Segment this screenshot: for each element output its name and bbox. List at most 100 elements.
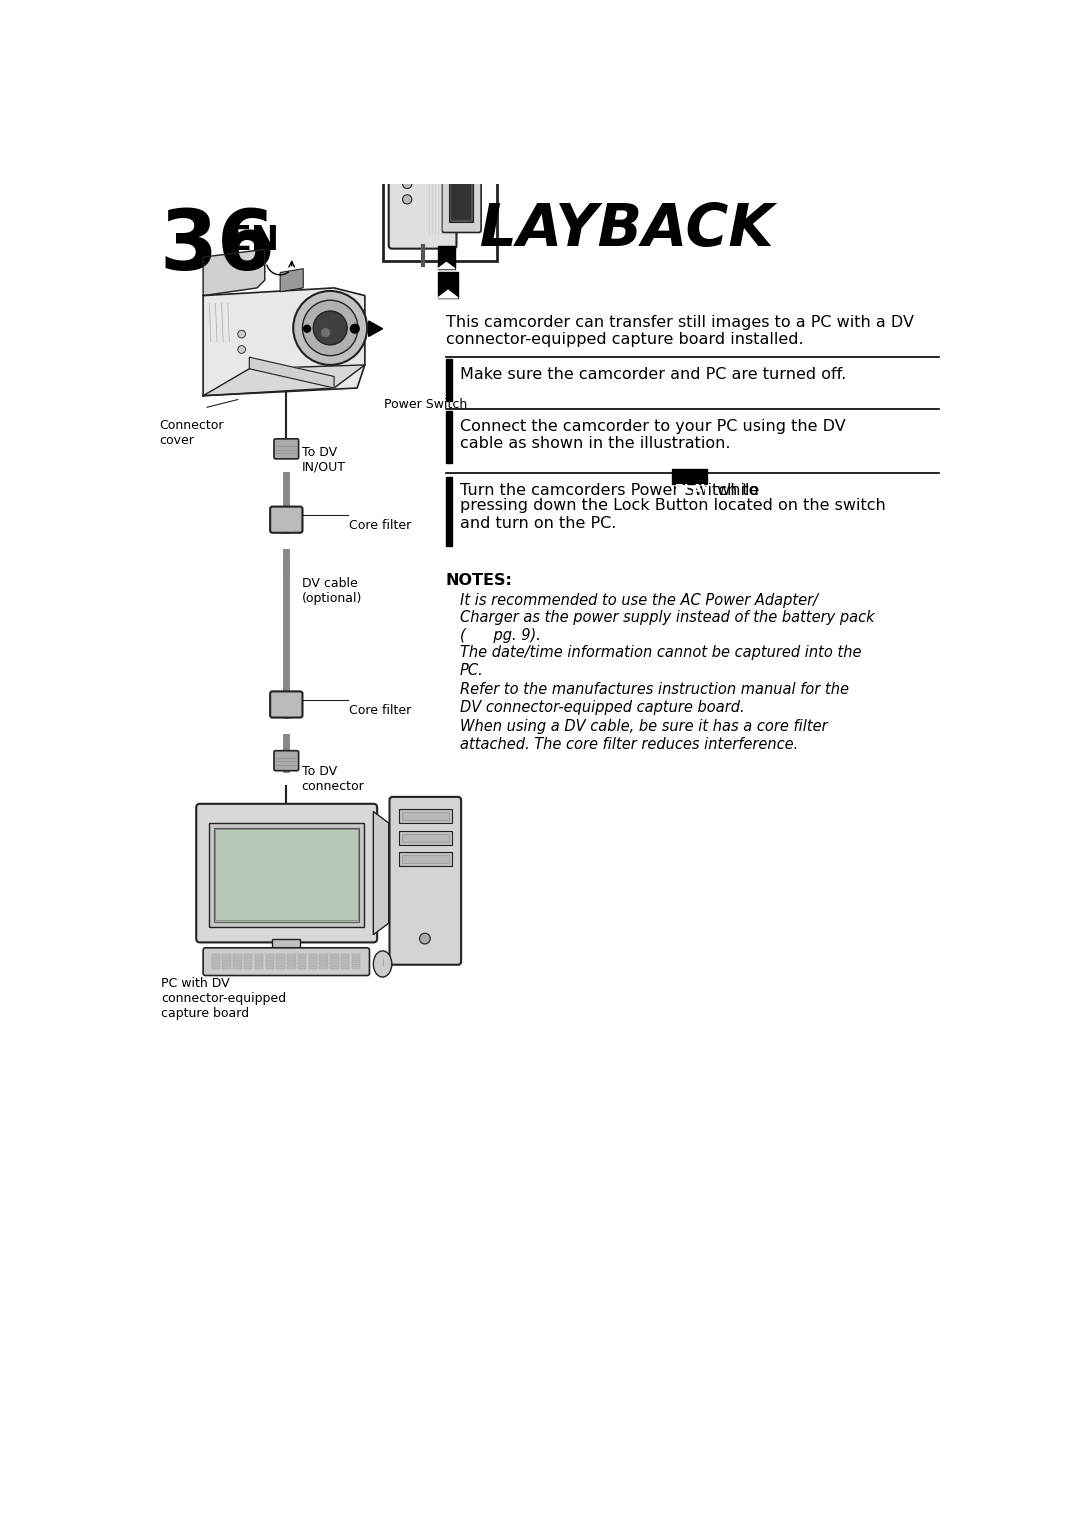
Bar [214, 828, 360, 921]
Polygon shape [249, 357, 334, 388]
FancyBboxPatch shape [274, 751, 299, 771]
Bar [320, 963, 328, 966]
Bar [298, 966, 307, 969]
Bar [287, 958, 296, 961]
Bar [330, 954, 339, 957]
Circle shape [419, 934, 430, 944]
Bar [222, 966, 231, 969]
Bar [451, 182, 471, 221]
Bar [341, 954, 350, 957]
Text: PLAYBACK: PLAYBACK [438, 201, 774, 258]
Bar [298, 954, 307, 957]
FancyBboxPatch shape [203, 947, 369, 975]
Text: It is recommended to use the AC Power Adapter/
Charger as the power supply inste: It is recommended to use the AC Power Ad… [460, 593, 874, 642]
Circle shape [325, 325, 334, 333]
Text: Connect the camcorder to your PC using the DV
cable as shown in the illustration: Connect the camcorder to your PC using t… [460, 419, 846, 451]
Bar [216, 829, 357, 920]
Text: EN: EN [229, 224, 280, 258]
Bar [244, 958, 253, 961]
Bar [233, 958, 242, 961]
Bar [399, 831, 451, 845]
Bar [276, 958, 285, 961]
FancyBboxPatch shape [442, 166, 481, 233]
Text: Core filter: Core filter [350, 704, 411, 717]
Text: Refer to the manufactures instruction manual for the
DV connector-equipped captu: Refer to the manufactures instruction ma… [460, 682, 849, 714]
Bar [672, 469, 707, 484]
Bar [402, 855, 449, 863]
Bar [222, 963, 231, 966]
Text: while: while [712, 483, 759, 498]
Bar [352, 966, 361, 969]
Text: Turn the camcorders Power Switch to: Turn the camcorders Power Switch to [460, 483, 764, 498]
Bar [222, 954, 231, 957]
Bar [255, 958, 264, 961]
Bar [212, 966, 220, 969]
Bar [320, 966, 328, 969]
Bar [446, 477, 451, 546]
FancyBboxPatch shape [270, 506, 302, 533]
Bar [287, 954, 296, 957]
FancyBboxPatch shape [270, 691, 302, 717]
Polygon shape [374, 811, 389, 935]
Bar [266, 966, 274, 969]
Bar [352, 963, 361, 966]
Polygon shape [368, 320, 382, 336]
Bar [446, 359, 451, 402]
Circle shape [294, 291, 367, 365]
Bar [341, 966, 350, 969]
Text: DV cable
(optional): DV cable (optional) [301, 576, 362, 604]
Bar [276, 963, 285, 966]
Bar [233, 963, 242, 966]
Bar [309, 963, 318, 966]
FancyBboxPatch shape [389, 143, 457, 248]
Polygon shape [203, 288, 365, 396]
FancyBboxPatch shape [402, 136, 444, 149]
Bar [400, 162, 422, 169]
Text: Connector
cover: Connector cover [159, 419, 224, 446]
Polygon shape [438, 262, 455, 268]
Bar [449, 179, 473, 222]
Circle shape [321, 328, 330, 337]
FancyBboxPatch shape [274, 438, 299, 458]
Bar [222, 958, 231, 961]
Bar [266, 954, 274, 957]
Circle shape [350, 325, 360, 333]
Text: When using a DV cable, be sure it has a core filter
attached. The core filter re: When using a DV cable, be sure it has a … [460, 719, 827, 751]
Bar [399, 852, 451, 866]
Bar [438, 245, 455, 268]
Bar [330, 966, 339, 969]
FancyBboxPatch shape [390, 797, 461, 964]
Bar [402, 812, 449, 820]
Bar [244, 963, 253, 966]
Bar [309, 966, 318, 969]
Bar [352, 954, 361, 957]
Bar [320, 954, 328, 957]
Bar [382, 115, 497, 261]
Bar [259, 950, 313, 957]
Bar [330, 958, 339, 961]
Circle shape [238, 345, 245, 354]
Bar [272, 938, 300, 952]
Text: To DV
IN/OUT: To DV IN/OUT [301, 446, 346, 474]
Text: Make sure the camcorder and PC are turned off.: Make sure the camcorder and PC are turne… [460, 368, 846, 382]
Bar [352, 958, 361, 961]
Bar [438, 271, 458, 297]
Circle shape [302, 300, 357, 356]
Polygon shape [203, 365, 365, 396]
Bar [233, 954, 242, 957]
Bar [255, 954, 264, 957]
Bar [210, 823, 364, 927]
Ellipse shape [374, 950, 392, 977]
Text: This camcorder can transfer still images to a PC with a DV
connector-equipped ca: This camcorder can transfer still images… [446, 314, 914, 348]
Bar [212, 958, 220, 961]
Polygon shape [203, 250, 265, 296]
Bar [276, 954, 285, 957]
Bar [287, 963, 296, 966]
Bar [330, 963, 339, 966]
Circle shape [403, 179, 411, 189]
Bar [287, 966, 296, 969]
Bar [212, 954, 220, 957]
Bar [341, 963, 350, 966]
Circle shape [403, 195, 411, 204]
Bar [255, 963, 264, 966]
